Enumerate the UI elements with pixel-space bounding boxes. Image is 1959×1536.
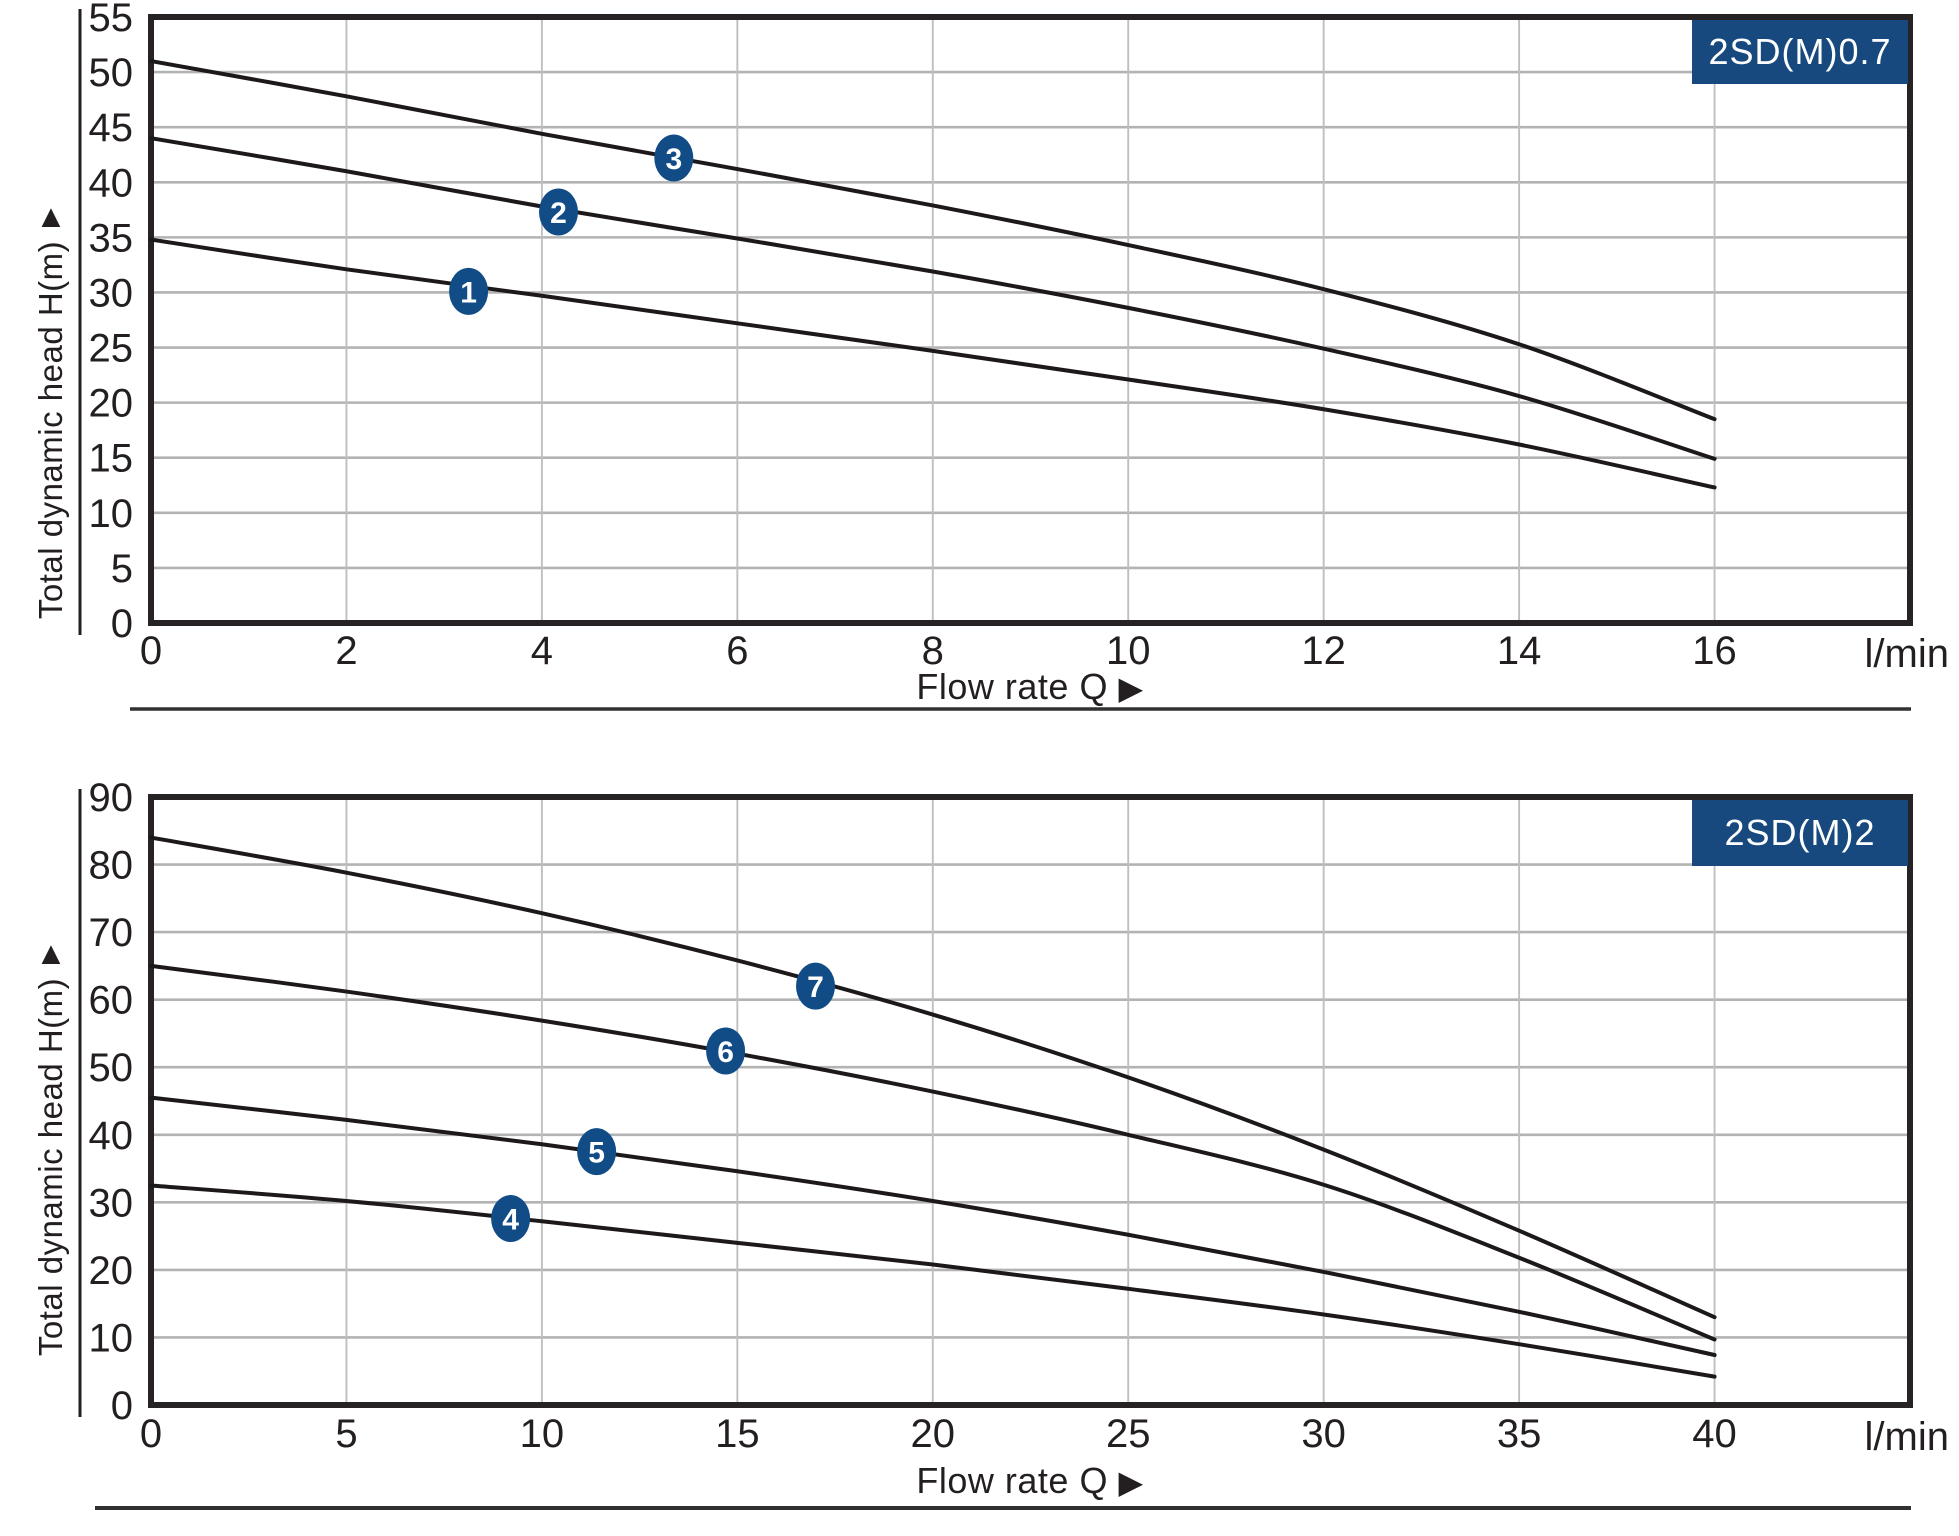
pump-curve-3 [149, 59, 1717, 422]
x-tick-label: 14 [1497, 629, 1542, 673]
y-tick-label: 30 [89, 1181, 134, 1225]
curve-marker-label-4: 4 [502, 1204, 519, 1237]
y-tick-label: 20 [89, 382, 134, 426]
x-tick-label: 10 [1106, 629, 1151, 673]
y-tick-label: 10 [89, 1316, 134, 1360]
x-tick-label: 30 [1301, 1412, 1346, 1456]
y-tick-label: 70 [89, 911, 134, 955]
chart2-x-axis-unit: l/min [1864, 1415, 1949, 1459]
curve-marker-label-1: 1 [460, 276, 477, 309]
x-tick-label: 6 [726, 629, 748, 673]
right-arrow-icon: ▶ [1118, 1464, 1144, 1500]
curve-marker-7 [796, 962, 836, 1010]
y-tick-label: 50 [89, 1046, 134, 1090]
chart1-model-badge: 2SD(M)0.7 [1692, 20, 1908, 84]
y-tick-label: 25 [89, 327, 134, 371]
x-tick-label: 15 [715, 1412, 760, 1456]
x-tick-label: 5 [335, 1412, 357, 1456]
curve-marker-6 [706, 1027, 746, 1075]
chart1-y-axis-title: Total dynamic head H(m) [32, 240, 69, 620]
chart2-y-axis-title: Total dynamic head H(m) [32, 977, 69, 1357]
y-tick-label: 50 [89, 51, 134, 95]
y-tick-label: 80 [89, 844, 134, 888]
chart1-x-axis-title: Flow rate Q ▶ [770, 666, 1290, 708]
pump-curve-6 [149, 963, 1717, 1342]
y-tick-label: 60 [89, 979, 134, 1023]
x-tick-label: 25 [1106, 1412, 1151, 1456]
x-tick-label: 2 [335, 629, 357, 673]
y-tick-label: 10 [89, 492, 134, 536]
y-tick-label: 45 [89, 106, 134, 150]
curve-marker-label-7: 7 [807, 971, 824, 1004]
curve-marker-label-2: 2 [550, 197, 567, 230]
x-tick-label: 20 [911, 1412, 956, 1456]
pump-curve-2 [149, 136, 1717, 461]
curve-marker-3 [654, 134, 694, 182]
chart2-x-axis-title-text: Flow rate Q [916, 1460, 1108, 1501]
x-tick-label: 0 [140, 629, 162, 673]
pump-curve-4 [149, 1183, 1717, 1379]
x-tick-label: 0 [140, 1412, 162, 1456]
x-tick-label: 8 [922, 629, 944, 673]
x-tick-label: 35 [1497, 1412, 1542, 1456]
x-tick-label: 40 [1692, 1412, 1737, 1456]
right-arrow-icon: ▶ [1118, 670, 1144, 706]
curve-marker-4 [491, 1195, 531, 1243]
curve-marker-label-5: 5 [588, 1137, 605, 1170]
curve-marker-5 [577, 1128, 617, 1176]
y-axis-up-arrow-icon: ▲ [35, 935, 67, 971]
y-axis-up-arrow-icon: ▲ [35, 198, 67, 234]
y-tick-label: 20 [89, 1249, 134, 1293]
x-tick-label: 4 [531, 629, 553, 673]
curve-marker-label-6: 6 [717, 1036, 734, 1069]
x-tick-label: 10 [520, 1412, 565, 1456]
y-tick-label: 40 [89, 1114, 134, 1158]
y-tick-label: 90 [89, 776, 134, 820]
y-tick-label: 55 [89, 0, 134, 40]
y-tick-label: 40 [89, 161, 134, 205]
y-tick-label: 35 [89, 216, 134, 260]
chart2-x-axis-title: Flow rate Q ▶ [770, 1460, 1290, 1502]
y-tick-label: 30 [89, 271, 134, 315]
pump-curve-1 [149, 237, 1717, 490]
y-tick-label: 5 [111, 547, 133, 591]
pump-curve-7 [149, 835, 1717, 1320]
x-tick-label: 16 [1692, 629, 1737, 673]
y-tick-label: 0 [111, 602, 133, 646]
y-tick-label: 0 [111, 1384, 133, 1428]
curve-marker-label-3: 3 [665, 143, 682, 176]
curve-marker-1 [449, 267, 489, 315]
chart1-x-axis-unit: l/min [1864, 632, 1949, 676]
curve-marker-2 [539, 188, 579, 236]
y-tick-label: 15 [89, 437, 134, 481]
pump-curve-5 [149, 1095, 1717, 1358]
chart2-model-badge: 2SD(M)2 [1692, 800, 1908, 866]
x-tick-label: 12 [1301, 629, 1346, 673]
chart1-x-axis-title-text: Flow rate Q [916, 666, 1108, 707]
